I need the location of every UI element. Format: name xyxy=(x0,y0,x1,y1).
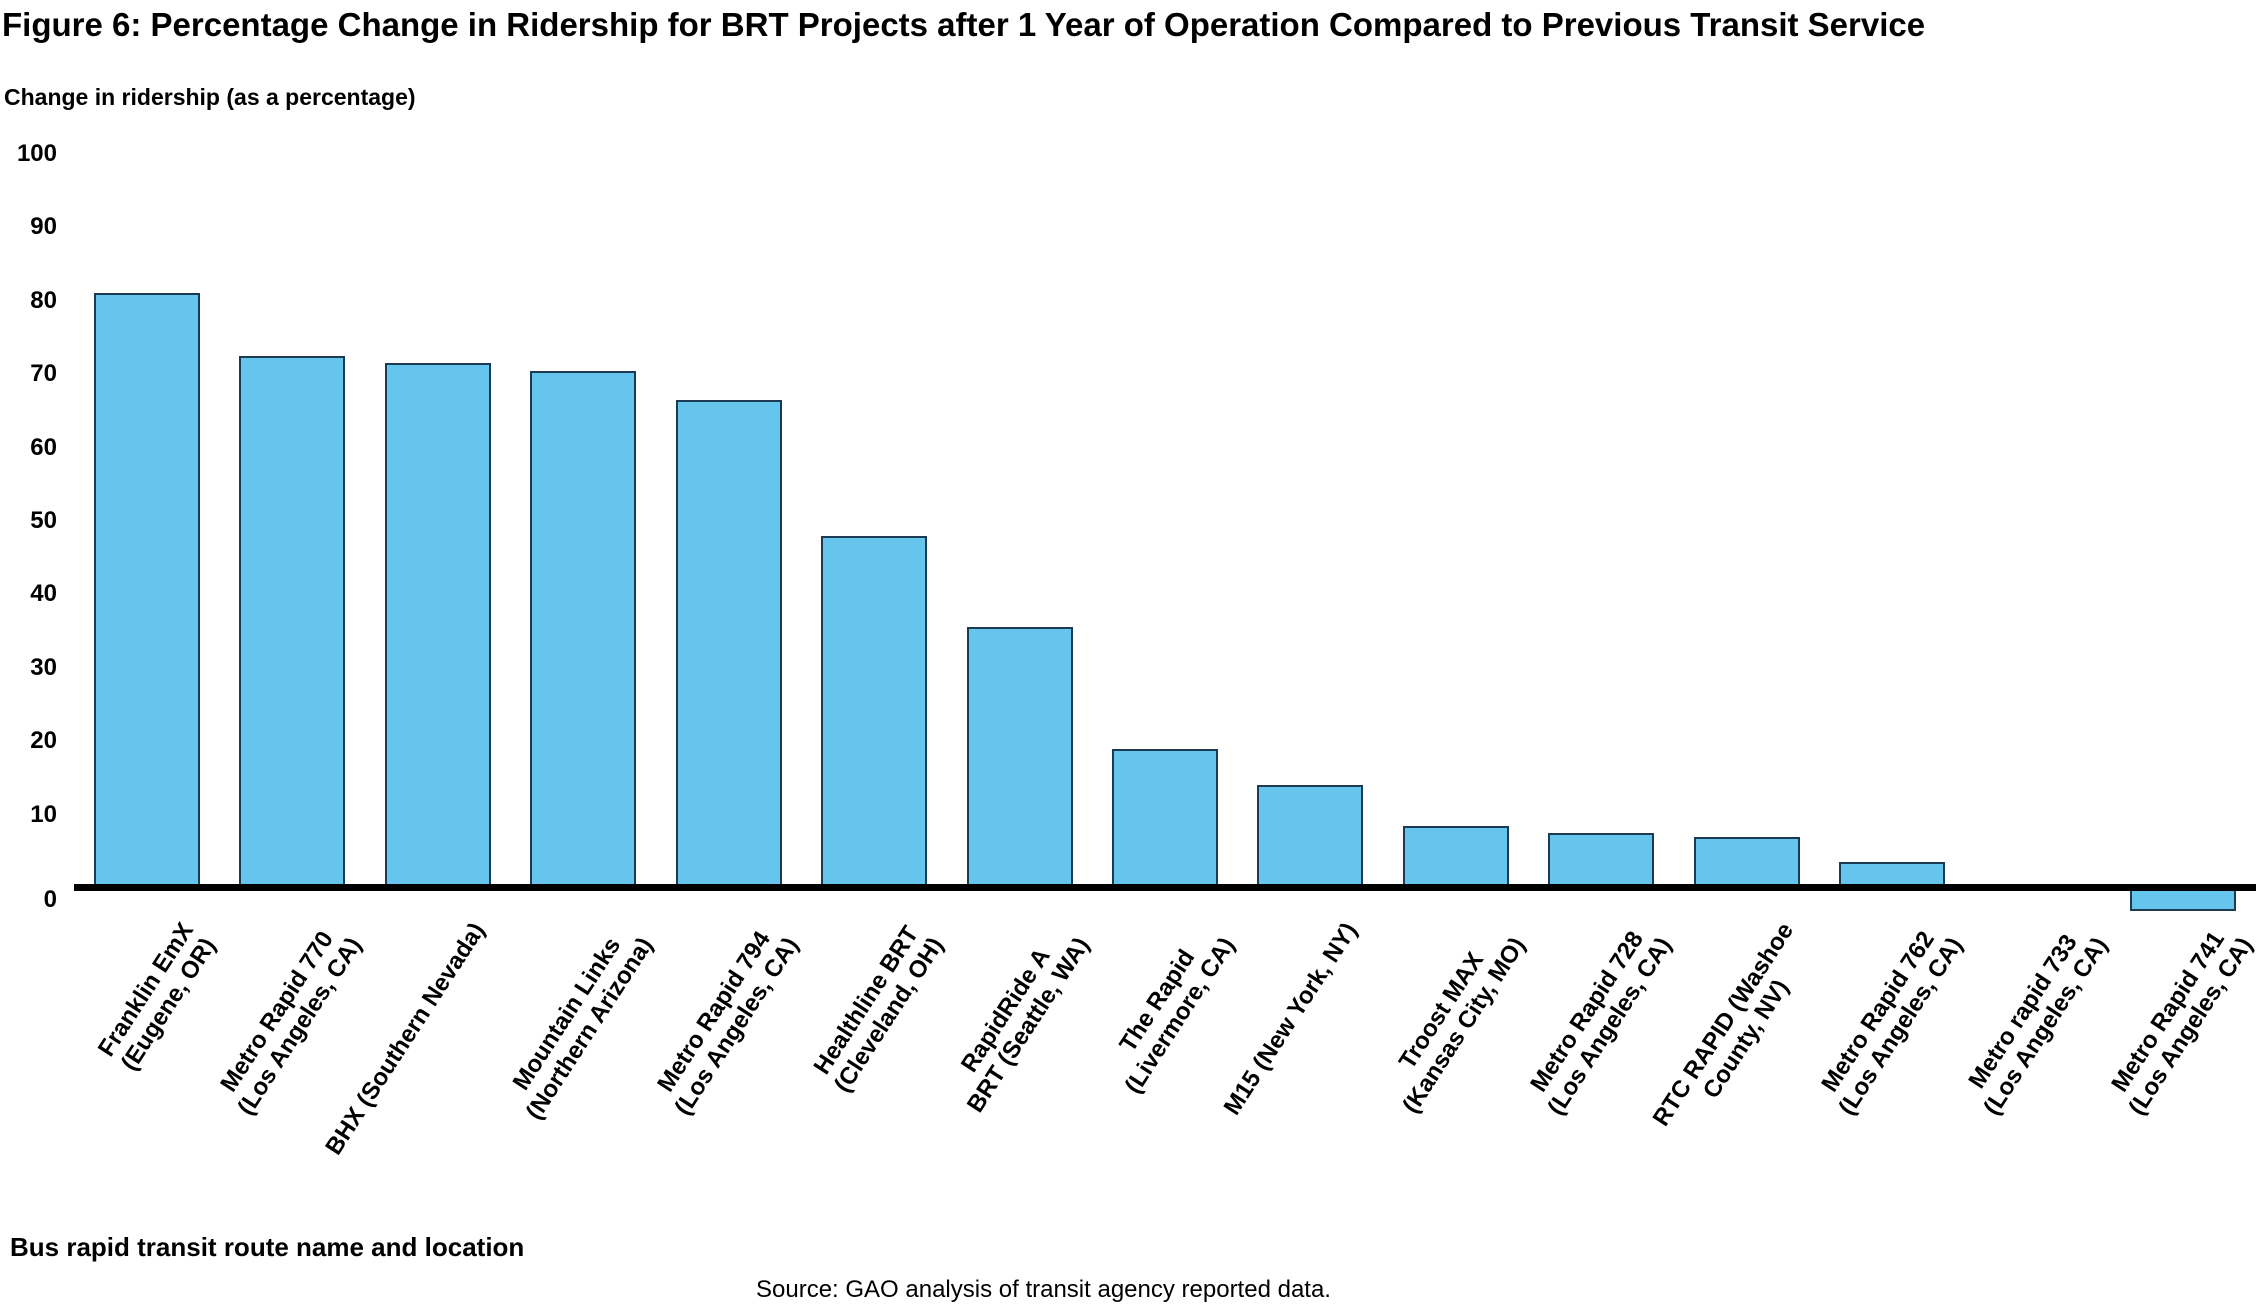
x-category-label: M15 (New York, NY) xyxy=(1218,918,1364,1120)
y-tick-label: 90 xyxy=(30,213,57,241)
x-category-label: Metro Rapid 794 (Los Angeles, CA) xyxy=(652,926,804,1121)
x-category-label: Franklin EmX (Eugene, OR) xyxy=(93,918,222,1076)
bar xyxy=(239,355,346,888)
bar xyxy=(2130,888,2237,911)
bar xyxy=(821,535,928,888)
bar xyxy=(1257,785,1364,888)
bar xyxy=(1402,825,1509,888)
y-tick-label: 60 xyxy=(30,433,57,461)
bar xyxy=(1112,748,1218,888)
x-category-label: The Rapid (Livermore, CA) xyxy=(1114,932,1241,1099)
x-axis-title: Bus rapid transit route name and locatio… xyxy=(10,1232,525,1262)
x-category-label: Metro Rapid 728 (Los Angeles, CA) xyxy=(1524,926,1677,1121)
y-tick-label: 20 xyxy=(30,727,57,755)
x-category-label: Mountain Links (Northern Arizona) xyxy=(507,932,659,1125)
bar xyxy=(1548,832,1655,888)
y-tick-label: 0 xyxy=(43,886,57,913)
y-tick-label: 70 xyxy=(30,360,57,388)
bar xyxy=(93,293,200,888)
x-category-label: Metro rapid 733 (Los Angeles, CA) xyxy=(1963,929,2114,1121)
y-tick-label: 30 xyxy=(30,653,57,681)
y-tick-label: 80 xyxy=(30,286,57,314)
y-tick-label: 50 xyxy=(30,507,57,534)
bar xyxy=(1693,836,1800,888)
source-note: Source: GAO analysis of transit agency r… xyxy=(756,1276,1331,1303)
x-category-label: Metro Rapid 741 (Los Angeles, CA) xyxy=(2106,926,2256,1121)
x-category-label: Troost MAX (Kansas City, MO) xyxy=(1394,932,1532,1119)
y-tick-label: 40 xyxy=(30,580,57,608)
x-category-label: RapidRide A BRT (Seattle, WA) xyxy=(955,932,1095,1118)
x-category-label: Metro Rapid 762 (Los Angeles, CA) xyxy=(1815,926,1968,1121)
x-category-label: Healthline BRT (Cleveland, OH) xyxy=(808,921,950,1098)
bar xyxy=(384,363,491,888)
x-category-label: Metro Rapid 770 (Los Angeles, CA) xyxy=(215,926,368,1121)
figure-title: Figure 6: Percentage Change in Ridership… xyxy=(2,6,1926,43)
y-axis-title: Change in ridership (as a percentage) xyxy=(4,84,416,110)
x-axis-line xyxy=(74,884,2256,891)
x-category-label: RTC RAPID (Washoe County, NV) xyxy=(1648,918,1800,1132)
y-tick-label: 100 xyxy=(16,140,57,167)
y-tick-label: 10 xyxy=(30,800,57,828)
bar xyxy=(966,627,1073,888)
bar xyxy=(530,370,637,888)
bar xyxy=(675,399,782,888)
